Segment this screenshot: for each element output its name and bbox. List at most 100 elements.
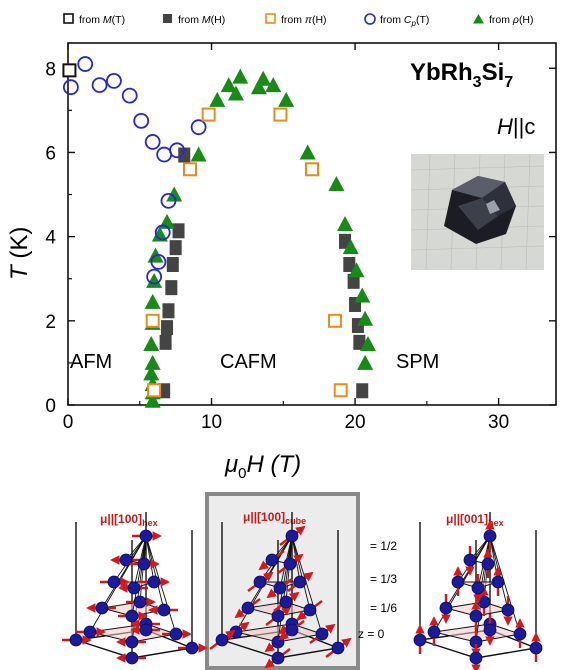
data-point (146, 272, 163, 288)
data-point (353, 334, 366, 350)
atom (271, 651, 285, 665)
data-point (162, 303, 175, 319)
data-point (357, 354, 374, 370)
structure-label-cube-100: μ||[100]cube (243, 510, 306, 526)
x-axis-label: μ0H (T) (224, 451, 301, 482)
data-point (144, 134, 161, 150)
field-direction-label: H||c (497, 114, 535, 139)
atom (273, 581, 287, 595)
data-point (190, 119, 207, 136)
phase-label-afm: AFM (70, 351, 112, 373)
data-point (144, 392, 161, 408)
atom (157, 603, 171, 617)
svg-text:from π(H): from π(H) (281, 14, 327, 26)
data-point (232, 68, 249, 84)
atom (127, 581, 141, 595)
atom (119, 553, 133, 567)
atom (285, 529, 299, 543)
atom (253, 575, 267, 589)
atom (139, 529, 153, 543)
data-point (347, 273, 360, 289)
legend-item-cp-t: from Cp(T) (364, 13, 429, 28)
data-point (144, 293, 161, 309)
data-point (354, 287, 371, 303)
atom (463, 553, 477, 567)
data-point (356, 383, 369, 399)
atom (83, 625, 97, 639)
legend-marker-open-square-orange (265, 13, 276, 24)
data-point (327, 313, 342, 328)
atom (303, 603, 317, 617)
data-point (106, 72, 122, 89)
atom (483, 623, 497, 637)
legend-item-pi-h: from π(H) (265, 13, 327, 26)
atom (439, 601, 453, 615)
svg-text:from M(T): from M(T) (79, 14, 125, 26)
data-point (255, 70, 272, 86)
atom (483, 529, 497, 543)
svg-text:from ρ(H): from ρ(H) (489, 14, 534, 26)
data-point (209, 91, 226, 107)
atom (107, 575, 121, 589)
unit-cell-hex-100 (62, 512, 208, 665)
data-point (172, 223, 185, 239)
data-markers (62, 56, 376, 408)
atom (133, 595, 147, 609)
atom (137, 557, 151, 571)
data-point (220, 77, 237, 93)
svg-text:from M(H): from M(H) (178, 14, 225, 26)
layer-label-sixth: = 1/6 (370, 601, 397, 615)
x-tick-label: 0 (63, 412, 74, 433)
atom (147, 575, 161, 589)
data-point (337, 216, 354, 231)
atom (413, 633, 427, 647)
layer-label-half: = 1/2 (370, 539, 397, 553)
legend-item-m-h: from M(H) (163, 14, 225, 26)
atom (501, 603, 515, 617)
atom (185, 641, 199, 655)
atom (331, 641, 345, 655)
data-point (250, 79, 267, 95)
unit-cell-cube-100 (209, 512, 352, 669)
structure-label-hex-100: μ||[100]hex (100, 512, 158, 528)
legend-marker-filled-triangle (473, 14, 484, 24)
axis-ticks: 0 10 20 30 0 2 4 6 8 (45, 43, 556, 433)
atom (529, 641, 543, 655)
data-point (166, 186, 183, 202)
data-point (166, 256, 179, 272)
data-point (273, 107, 288, 122)
data-point (183, 162, 197, 177)
atom (285, 623, 299, 637)
chart-title: YbRh3Si7 (410, 59, 513, 91)
layer-label-third: = 1/3 (370, 572, 397, 586)
data-point (121, 87, 138, 104)
data-point (278, 91, 295, 107)
data-point (169, 142, 185, 159)
data-point (150, 253, 167, 270)
data-point (62, 63, 77, 78)
atom (95, 601, 109, 615)
data-point (147, 383, 162, 398)
atom (481, 557, 495, 571)
x-tick-label: 10 (201, 412, 222, 433)
crystal-photo (410, 153, 545, 271)
data-point (178, 147, 191, 163)
layer-label-zero: z = 0 (358, 627, 385, 641)
y-tick-label: 0 (45, 396, 56, 417)
y-tick-label: 2 (45, 312, 56, 333)
legend-item-rho-h: from ρ(H) (473, 14, 534, 26)
y-tick-label: 8 (45, 59, 56, 80)
data-point (227, 85, 244, 101)
atom (491, 575, 505, 589)
data-point (133, 112, 150, 129)
data-point (151, 226, 168, 242)
atom (427, 625, 441, 639)
data-point (169, 240, 182, 256)
data-point (77, 56, 94, 72)
atom (293, 575, 307, 589)
data-point (145, 313, 160, 328)
data-point (160, 192, 177, 209)
svg-text:from Cp(T): from Cp(T) (380, 14, 429, 28)
data-point (348, 262, 365, 278)
